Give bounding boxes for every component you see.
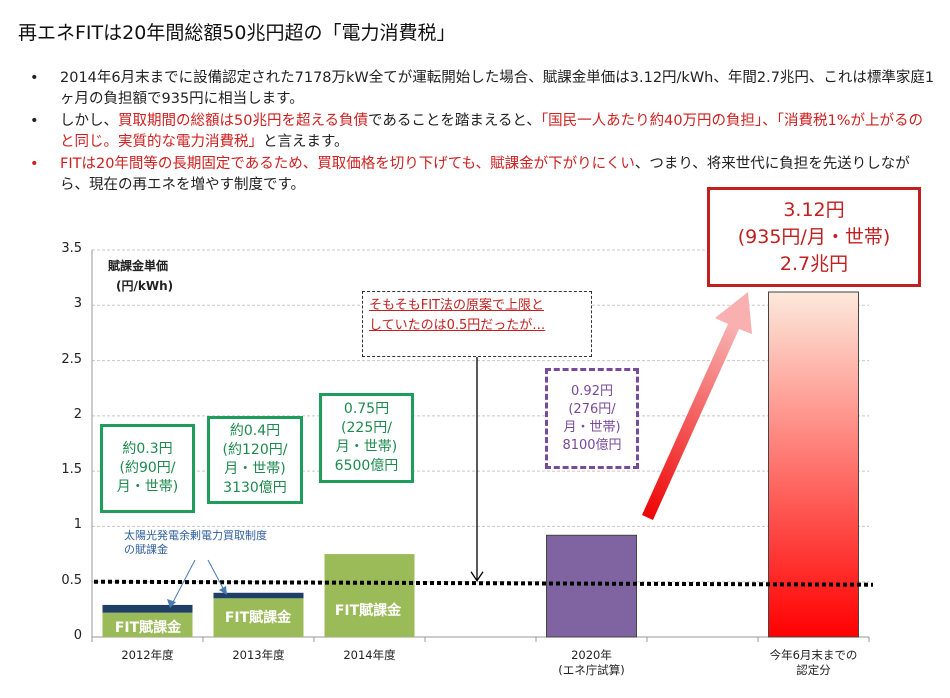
bar-FIT賦課金 bbox=[324, 554, 415, 637]
y-tick-label: 0 bbox=[73, 628, 82, 643]
bullet-text: しかし、 bbox=[60, 113, 118, 129]
y-tick-label: 1 bbox=[73, 517, 82, 533]
x-category-label: 2013年度 bbox=[203, 648, 314, 663]
annotation-line: 0.92円 bbox=[571, 383, 613, 399]
annotation-box-2013: 約0.4円 (約120円/ 月・世帯) 3130億円 bbox=[207, 416, 303, 504]
bullet-text: と言えます。 bbox=[263, 134, 349, 150]
y-tick-label: 3.5 bbox=[61, 241, 82, 256]
x-category-line: 2014年度 bbox=[343, 648, 396, 662]
annotation-line: 約0.4円 bbox=[229, 423, 281, 439]
annotation-line: 8100億円 bbox=[562, 437, 622, 453]
bar-FIT賦課金 bbox=[213, 598, 304, 637]
x-category-line: 認定分 bbox=[796, 663, 831, 677]
bar-FIT賦課金 bbox=[102, 612, 193, 637]
x-category-line: 2012年度 bbox=[121, 648, 174, 662]
annotation-line: (約120円/ bbox=[222, 442, 288, 458]
bullet-item: • しかし、買取期間の総額は50兆円を超える負債であることを踏まえると、「国民一… bbox=[30, 111, 935, 153]
y-tick-label: 1.5 bbox=[61, 462, 82, 478]
annotation-line: 2.7兆円 bbox=[779, 252, 849, 275]
bullet-text: であることを踏まえると、 bbox=[368, 113, 541, 129]
annotation-line: 0.75円 bbox=[343, 401, 390, 417]
bullet-item: • FITは20年間等の長期固定であるため、買取価格を切り下げても、賦課金が下が… bbox=[30, 154, 935, 196]
bullet-text: 2014年6月末までに設備認定された7178万kW全てが運転開始した場合、賦課金… bbox=[60, 70, 935, 107]
bar-2020年試算 bbox=[546, 534, 637, 638]
note-line: の賦課金 bbox=[124, 543, 168, 556]
y-tick-label: 3 bbox=[73, 296, 82, 312]
solar-pointer-head bbox=[167, 599, 176, 608]
annotation-line: 月・世帯) bbox=[116, 479, 179, 495]
y-axis-label-unit: (円/kWh) bbox=[116, 279, 174, 293]
note-line: 太陽光発電余剰電力買取制度 bbox=[124, 529, 267, 542]
solar-pointer-line bbox=[207, 559, 225, 591]
x-category-label: 今年6月末までの 認定分 bbox=[758, 648, 869, 678]
slide-title: 再エネFITは20年間総額50兆円超の「電力消費税」 bbox=[18, 22, 456, 44]
bullet-dot: • bbox=[30, 113, 39, 129]
x-category-label: 2020年 (エネ庁試算) bbox=[536, 648, 647, 678]
solar-pointer-head bbox=[219, 586, 227, 595]
y-tick-label: 2 bbox=[73, 406, 82, 422]
annotation-box-2014: 0.75円 (225円/ 月・世帯) 6500億円 bbox=[319, 393, 414, 483]
solar-pointer-line bbox=[171, 559, 196, 605]
y-axis-label: 賦課金単価 (円/kWh) bbox=[108, 256, 173, 296]
annotation-line: 3130億円 bbox=[223, 480, 287, 496]
bullet-text-highlight: 買取期間の総額は50兆円を超える負債 bbox=[118, 113, 369, 129]
note-line: そもそもFIT法の原案で上限と bbox=[369, 298, 544, 313]
solar-surcharge-note: 太陽光発電余剰電力買取制度 の賦課金 bbox=[124, 529, 267, 557]
y-tick-label: 2.5 bbox=[61, 351, 82, 367]
annotation-line: 月・世帯) bbox=[335, 439, 398, 455]
bullet-text-highlight: FITは20年間等の長期固定であるため、買取価格を切り下げても、賦課金が下がりに… bbox=[60, 156, 635, 172]
bar-label-2013: FIT賦課金 bbox=[224, 610, 292, 626]
annotation-line: (225円/ bbox=[341, 420, 392, 436]
bullet-dot: • bbox=[30, 70, 39, 86]
bar-太陽光発電余剰電力買取制度の賦課金 bbox=[102, 604, 193, 613]
annotation-line: 月・世帯) bbox=[224, 461, 286, 477]
annotation-line: (935円/月・世帯) bbox=[737, 225, 891, 248]
bar-label-2014: FIT賦課金 bbox=[334, 603, 402, 619]
bullet-dot: • bbox=[30, 156, 39, 172]
x-category-line: 今年6月末までの bbox=[769, 648, 858, 662]
annotation-box-2012: 約0.3円 (約90円/ 月・世帯) bbox=[100, 424, 195, 513]
annotation-line: 3.12円 bbox=[783, 198, 845, 221]
annotation-line: 6500億円 bbox=[334, 458, 399, 474]
original-cap-note: そもそもFIT法の原案で上限と していたのは0.5円だったが… bbox=[362, 291, 592, 357]
bar-認定分 bbox=[768, 291, 859, 638]
note-line: していたのは0.5円だったが… bbox=[369, 318, 546, 333]
annotation-line: 月・世帯) bbox=[563, 419, 621, 435]
annotation-box-current: 3.12円 (935円/月・世帯) 2.7兆円 bbox=[707, 187, 921, 287]
bullet-text-highlight: 「国民一人あたり約40万円の負担」、「消費税1%が上がるのと同じ。実質的な電力消… bbox=[60, 113, 924, 150]
bullet-item: • 2014年6月末までに設備認定された7178万kW全てが運転開始した場合、賦… bbox=[30, 68, 935, 110]
annotation-line: (約90円/ bbox=[119, 460, 176, 476]
annotation-box-2020: 0.92円 (276円/ 月・世帯) 8100億円 bbox=[545, 368, 639, 469]
note-arrow-head bbox=[470, 571, 484, 582]
annotation-line: (276円/ bbox=[568, 401, 616, 417]
bullet-text: 、つまり、将来世代に負担を先送りしながら、現在の再エネを増やす制度です。 bbox=[60, 156, 910, 193]
annotation-line: 約0.3円 bbox=[122, 441, 173, 457]
x-category-line: 2013年度 bbox=[232, 648, 285, 662]
bar-label-2012: FIT賦課金 bbox=[114, 620, 182, 636]
bar-太陽光発電余剰電力買取制度の賦課金 bbox=[213, 592, 304, 599]
reference-line-0.5 bbox=[93, 579, 874, 587]
y-tick-label: 0.5 bbox=[61, 572, 82, 588]
bullet-list: • 2014年6月末までに設備認定された7178万kW全てが運転開始した場合、賦… bbox=[30, 68, 935, 197]
y-axis-label-line: 賦課金単価 bbox=[108, 259, 169, 273]
big-increase-arrow-icon bbox=[642, 292, 752, 520]
x-category-label: 2014年度 bbox=[314, 648, 425, 663]
x-category-line: (エネ庁試算) bbox=[558, 663, 625, 677]
x-category-label: 2012年度 bbox=[92, 648, 203, 663]
x-category-line: 2020年 bbox=[571, 648, 612, 662]
